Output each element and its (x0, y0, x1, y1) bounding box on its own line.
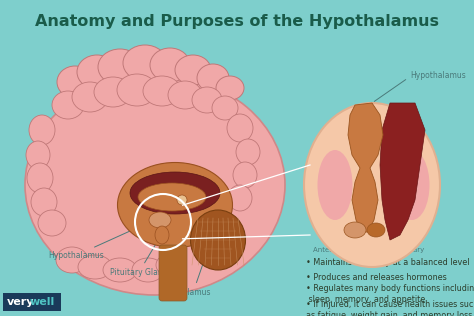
Ellipse shape (212, 96, 238, 120)
Ellipse shape (117, 74, 157, 106)
Text: well: well (30, 297, 55, 307)
Ellipse shape (192, 87, 222, 113)
Ellipse shape (236, 139, 260, 165)
Ellipse shape (77, 55, 117, 89)
Ellipse shape (156, 254, 184, 276)
Ellipse shape (103, 258, 137, 282)
Ellipse shape (304, 103, 440, 267)
Ellipse shape (38, 210, 66, 236)
Polygon shape (380, 103, 425, 240)
Ellipse shape (155, 226, 169, 244)
FancyBboxPatch shape (159, 245, 187, 301)
Ellipse shape (150, 48, 190, 82)
Ellipse shape (168, 81, 202, 109)
Ellipse shape (25, 75, 285, 295)
Ellipse shape (394, 150, 429, 220)
Circle shape (177, 195, 187, 205)
Ellipse shape (56, 247, 88, 273)
Text: • Produces and releases hormones: • Produces and releases hormones (306, 273, 447, 282)
FancyBboxPatch shape (3, 293, 61, 311)
Ellipse shape (72, 82, 108, 112)
Ellipse shape (318, 150, 353, 220)
Text: • Regulates many body functions including
 sleep, memory, and appetite: • Regulates many body functions includin… (306, 284, 474, 304)
Text: Pituitary Gland: Pituitary Gland (110, 240, 168, 277)
Text: Thalamus: Thalamus (174, 261, 212, 297)
Ellipse shape (233, 162, 257, 188)
Ellipse shape (216, 76, 244, 100)
Ellipse shape (138, 183, 206, 211)
Ellipse shape (175, 55, 211, 85)
Text: very: very (7, 297, 35, 307)
Ellipse shape (228, 185, 252, 211)
Ellipse shape (29, 115, 55, 145)
Ellipse shape (123, 45, 167, 81)
Ellipse shape (149, 212, 171, 228)
Ellipse shape (52, 91, 84, 119)
Ellipse shape (143, 76, 181, 106)
Ellipse shape (94, 77, 132, 107)
Polygon shape (348, 103, 383, 232)
Text: Anatomy and Purposes of the Hypothalamus: Anatomy and Purposes of the Hypothalamus (35, 14, 439, 29)
Ellipse shape (197, 64, 229, 92)
Ellipse shape (26, 141, 50, 169)
Ellipse shape (57, 66, 93, 98)
Ellipse shape (118, 162, 233, 247)
Ellipse shape (31, 188, 57, 216)
Text: Hypothalamus: Hypothalamus (410, 70, 466, 80)
Ellipse shape (98, 49, 142, 85)
Ellipse shape (367, 223, 385, 237)
Text: Anterior Pituitary: Anterior Pituitary (313, 247, 373, 253)
Ellipse shape (191, 210, 246, 270)
Text: Posterior Pituitary: Posterior Pituitary (362, 247, 424, 253)
Ellipse shape (27, 163, 53, 193)
Ellipse shape (78, 255, 112, 279)
Text: Hypothalamus: Hypothalamus (48, 223, 147, 260)
Ellipse shape (344, 222, 366, 238)
Ellipse shape (227, 114, 253, 142)
Text: • If injured, it can cause health issues such
as fatigue, weight gain, and memor: • If injured, it can cause health issues… (306, 300, 474, 316)
Text: • Maintains the body at a balanced level: • Maintains the body at a balanced level (306, 258, 470, 267)
Ellipse shape (130, 172, 220, 214)
Ellipse shape (132, 258, 164, 282)
